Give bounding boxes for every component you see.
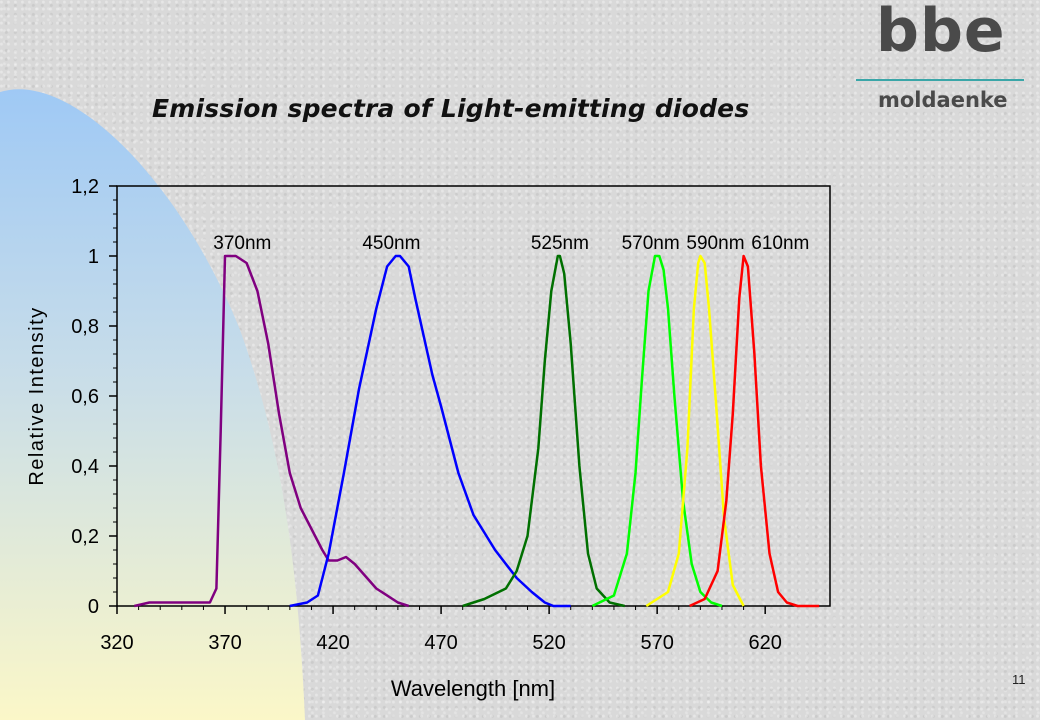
peak-labels: 370nm 450nm 525nm 570nm 590nm 610nm — [213, 233, 809, 254]
company-logo: bbe moldaenke — [856, 0, 1028, 122]
peak-label: 570nm — [622, 233, 680, 254]
x-tick-label: 520 — [532, 632, 565, 654]
x-tick-label: 470 — [424, 632, 457, 654]
axes: 320 370 420 470 520 570 620 0 0,2 0,4 0,6 0,8 1 1,2 — [71, 176, 782, 654]
slide-number: 11 — [1012, 672, 1026, 687]
series-line-570nm — [591, 254, 723, 608]
y-axis-label: Relative Intensity — [26, 306, 48, 485]
y-tick-label: 1 — [88, 246, 99, 268]
peak-label: 370nm — [213, 233, 271, 254]
y-tick-label: 1,2 — [71, 176, 99, 198]
x-tick-label: 320 — [100, 632, 133, 654]
x-axis-label: Wavelength [nm] — [391, 676, 555, 701]
peak-label: 590nm — [686, 233, 744, 254]
logo-subtext: moldaenke — [878, 88, 1008, 112]
peak-label: 525nm — [531, 233, 589, 254]
x-tick-label: 570 — [640, 632, 673, 654]
y-tick-label: 0,8 — [71, 316, 99, 338]
slide-title: Emission spectra of Light-emitting diode… — [152, 94, 750, 123]
series-line-370nm — [134, 254, 410, 608]
series-line-450nm — [289, 254, 571, 608]
logo-underline — [856, 79, 1024, 81]
peak-label: 450nm — [362, 233, 420, 254]
series-line-610nm — [689, 254, 820, 608]
y-tick-label: 0 — [88, 596, 99, 618]
series-line-525nm — [462, 254, 625, 608]
y-tick-label: 0,4 — [71, 456, 99, 478]
x-tick-label: 420 — [316, 632, 349, 654]
logo-brand-text: bbe — [876, 0, 1006, 66]
y-tick-label: 0,2 — [71, 526, 99, 548]
x-tick-label: 370 — [208, 632, 241, 654]
series-lines — [134, 254, 820, 608]
series-line-590nm — [645, 254, 745, 608]
y-tick-label: 0,6 — [71, 386, 99, 408]
x-tick-label: 620 — [748, 632, 781, 654]
peak-label: 610nm — [751, 233, 809, 254]
